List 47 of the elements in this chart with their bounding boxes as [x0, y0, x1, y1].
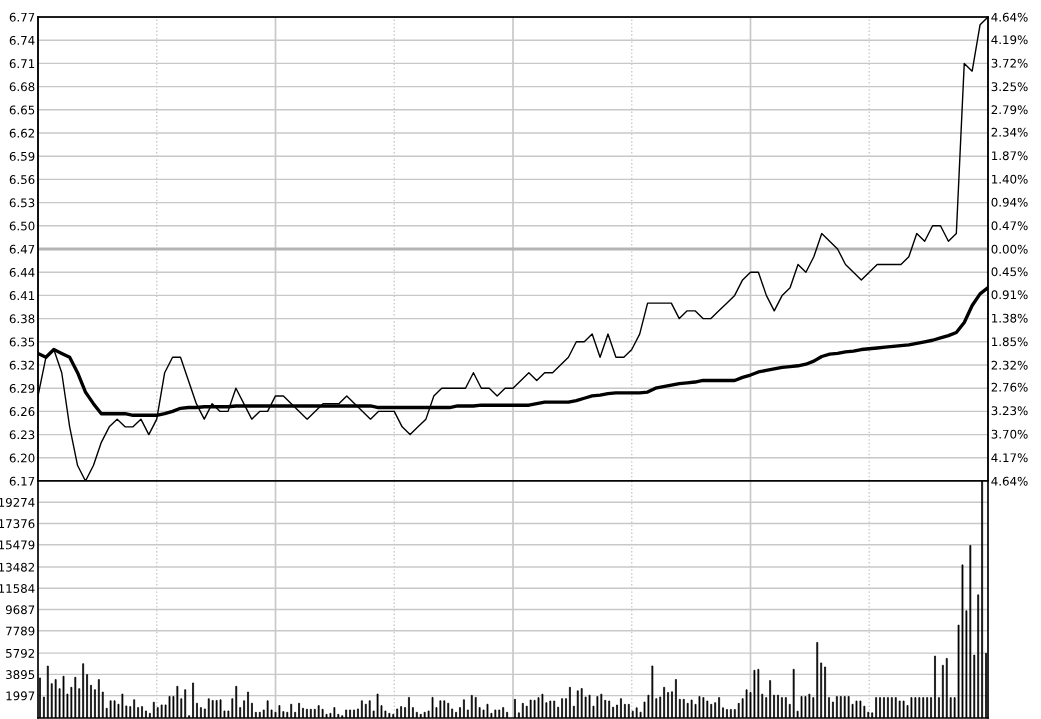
y2-tick-label: 1.87% [992, 151, 1028, 161]
y-tick-label: 6.65 [9, 105, 35, 115]
y2-tick-label: 0.91% [991, 290, 1028, 300]
y-tick-label: 6.50 [9, 221, 35, 231]
y-tick-label: 6.44 [9, 267, 35, 277]
y-tick-label: 6.77 [9, 12, 35, 22]
y2-tick-label: 4.64% [991, 476, 1028, 486]
y-tick-label: 6.41 [9, 291, 35, 301]
y2-tick-label: 1.85% [992, 337, 1028, 347]
y-tick-label: 6.71 [9, 59, 35, 69]
y2-tick-label: 3.70% [991, 429, 1028, 439]
y-tick-label: 7789 [6, 626, 35, 636]
y2-tick-label: 4.17% [991, 453, 1028, 463]
y-tick-label: 6.68 [9, 82, 35, 92]
y2-tick-label: 2.32% [991, 360, 1028, 370]
y-tick-label: 6.35 [9, 337, 35, 347]
y2-tick-label: 2.79% [991, 105, 1028, 115]
y2-tick-label: 3.25% [991, 82, 1028, 92]
y-tick-label: 6.53 [9, 198, 35, 208]
y-tick-label: 3895 [6, 670, 35, 680]
y-tick-label: 6.17 [9, 476, 35, 486]
y-tick-label: 6.23 [9, 430, 35, 440]
y2-tick-label: 0.45% [991, 267, 1028, 277]
y2-tick-label: 0.47% [991, 221, 1028, 231]
y-tick-label: 5792 [6, 648, 35, 658]
y-tick-label: 6.74 [9, 35, 35, 45]
y-tick-label: 6.56 [9, 175, 35, 185]
y-tick-label: 6.38 [9, 314, 35, 324]
y2-tick-label: 4.19% [991, 35, 1028, 45]
y-tick-label: 9687 [5, 605, 35, 615]
y-tick-label: 6.47 [9, 244, 35, 254]
y2-tick-label: 3.23% [991, 406, 1028, 416]
y-tick-label: 6.26 [9, 407, 35, 417]
y-tick-label: 6.59 [9, 151, 35, 161]
y-tick-label: 6.62 [9, 128, 35, 138]
y2-tick-label: 1.40% [992, 174, 1028, 184]
y2-tick-label: 4.64% [991, 12, 1028, 22]
y2-tick-label: 3.72% [991, 58, 1028, 68]
y2-tick-label: 0.94% [991, 197, 1028, 207]
y-tick-label: 6.29 [9, 383, 35, 393]
y-tick-label: 1997 [6, 691, 35, 701]
y2-tick-label: 0.00% [991, 244, 1028, 254]
y2-tick-label: 1.38% [992, 313, 1028, 323]
y2-tick-label: 2.76% [991, 382, 1028, 392]
y2-tick-label: 2.34% [991, 127, 1028, 137]
y-tick-label: 6.20 [9, 453, 35, 463]
y-tick-label: 6.32 [9, 360, 35, 370]
